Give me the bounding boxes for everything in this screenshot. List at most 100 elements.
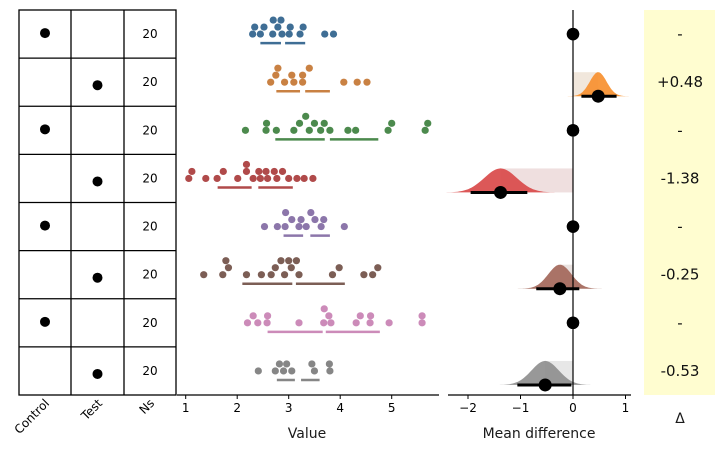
swarm-point (340, 222, 348, 231)
table-n-value: 20 (142, 364, 157, 378)
swarm-point (200, 271, 208, 279)
table-n-value: 20 (142, 316, 157, 330)
swarm-point (281, 222, 289, 231)
swarm-point (262, 119, 271, 127)
table-marker-test (92, 176, 103, 187)
swarm-point (280, 78, 289, 86)
swarm-point (299, 23, 307, 31)
delta-x-tick-label: 1 (622, 401, 630, 415)
swarm-point (242, 167, 251, 176)
table-marker-control (40, 220, 50, 231)
delta-mean-dot (553, 282, 567, 296)
swarm-point (185, 174, 193, 183)
table-n-value: 20 (142, 220, 157, 234)
swarm-point (188, 167, 196, 176)
delta-text-panel: - +0.48 - -1.38 - -0.25 - -0.53 (644, 10, 715, 395)
swarm-point (285, 30, 293, 38)
delta-mean-dot (538, 378, 552, 392)
swarm-point (418, 312, 426, 320)
delta-reference-dot (566, 27, 580, 41)
swarm-point (317, 126, 325, 134)
swarm-point (307, 208, 315, 217)
swarm-point (325, 312, 333, 320)
swarm-point (327, 319, 335, 327)
swarm-point (271, 367, 279, 375)
swarm-point (320, 119, 328, 127)
swarm-x-tick-label: 3 (285, 401, 293, 415)
table-marker-control (40, 124, 50, 135)
swarm-point (202, 174, 210, 183)
delta-text-background (644, 10, 715, 395)
swarm-point (299, 71, 307, 79)
swarm-point (296, 30, 304, 38)
swarm-point (274, 23, 282, 31)
swarm-point (267, 78, 275, 86)
swarm-point (255, 167, 263, 176)
swarm-point (369, 271, 377, 279)
delta-x-tick-label: 0 (569, 401, 577, 415)
swarm-point (256, 174, 264, 183)
swarm-point (260, 23, 268, 31)
delta-mean-dot (591, 89, 605, 103)
swarm-point (310, 119, 319, 127)
swarm-point (249, 174, 257, 183)
swarm-point (270, 167, 278, 176)
swarm-point (241, 126, 250, 134)
delta-text-value: -1.38 (661, 169, 700, 187)
swarm-point (329, 30, 338, 38)
swarm-point (352, 126, 360, 134)
swarm-point (254, 367, 262, 375)
swarm-point (286, 23, 294, 31)
swarm-point (279, 367, 288, 375)
swarm-point (263, 319, 271, 327)
swarm-point (352, 319, 360, 327)
swarm-point (326, 367, 334, 375)
swarm-point (278, 30, 286, 38)
swarm-point (288, 71, 296, 79)
swarm-point (293, 174, 301, 183)
swarm-point (424, 119, 432, 127)
swarm-point (285, 174, 293, 183)
swarm-point (353, 78, 361, 86)
swarm-point (290, 126, 298, 134)
swarm-point (309, 174, 317, 183)
swarm-point (282, 208, 290, 217)
swarm-point (290, 78, 298, 86)
delta-panel: −2 −1 0 1 (432, 10, 634, 415)
swarm-point (224, 264, 233, 272)
swarm-point (251, 23, 259, 31)
table-n-value: 20 (142, 123, 157, 137)
swarm-point (278, 167, 287, 176)
table-n-value: 20 (142, 75, 157, 89)
swarm-panel: 1 2 3 4 5 (177, 16, 439, 415)
swarm-point (321, 30, 329, 38)
delta-text-value: - (677, 314, 682, 332)
swarm-point (277, 257, 285, 265)
swarm-point (269, 16, 277, 24)
delta-reference-dot (566, 316, 580, 330)
delta-text-value: - (677, 121, 682, 139)
swarm-point (356, 312, 364, 320)
swarm-point (311, 215, 319, 224)
swarm-point (288, 367, 296, 375)
swarm-point (335, 264, 343, 272)
swarm-point (292, 257, 301, 265)
swarm-point (421, 126, 429, 134)
swarm-point (388, 119, 396, 127)
delta-text-value: -0.25 (661, 266, 700, 284)
swarm-point (285, 257, 293, 265)
swarm-point (302, 222, 310, 231)
swarm-point (219, 271, 227, 279)
swarm-point (272, 71, 280, 79)
swarm-point (384, 126, 392, 134)
table-marker-control (40, 28, 50, 39)
swarm-point (254, 319, 262, 327)
swarm-point (340, 78, 348, 86)
swarm-point (234, 174, 242, 183)
swarm-x-axis-title: Value (288, 426, 326, 442)
swarm-point (295, 119, 304, 127)
swarm-point (363, 78, 371, 86)
swarm-point (262, 126, 270, 134)
table-marker-control (40, 316, 50, 327)
